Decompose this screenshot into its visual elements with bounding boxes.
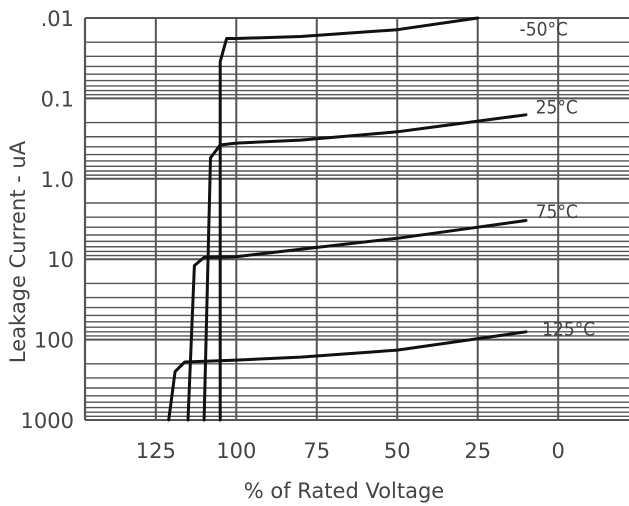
x-tick-label: 0 [551,439,564,463]
series-label-2: 75°C [536,201,578,223]
x-tick-label: 50 [384,439,411,463]
series-line-2 [186,219,528,422]
chart-series [167,16,528,422]
x-tick-label: 75 [303,439,330,463]
series-labels: -50°C 25°C 75°C 125°C [520,19,596,341]
series-label-0: -50°C [520,19,568,41]
y-axis-title: Leakage Current - uA [6,140,30,363]
y-tick-label: 1000 [21,409,74,433]
series-line-1 [202,113,528,422]
x-tick-label: 100 [216,439,256,463]
y-axis-ticks: .01 0.1 1.0 10 100 1000 [21,7,74,433]
series-line-0 [218,16,480,422]
x-tick-label: 25 [464,439,491,463]
y-tick-label: 100 [34,329,74,353]
y-tick-label: 1.0 [41,168,74,192]
x-axis-title: % of Rated Voltage [244,479,444,503]
series-label-3: 125°C [542,319,595,341]
x-axis-ticks: 125 100 75 50 25 0 [136,439,565,463]
series-label-1: 25°C [536,97,578,119]
series-line-3 [167,330,528,422]
y-tick-label: 10 [47,248,74,272]
y-tick-label: .01 [41,7,74,31]
chart-grid [83,17,629,421]
y-tick-label: 0.1 [41,87,74,111]
x-tick-label: 125 [136,439,176,463]
